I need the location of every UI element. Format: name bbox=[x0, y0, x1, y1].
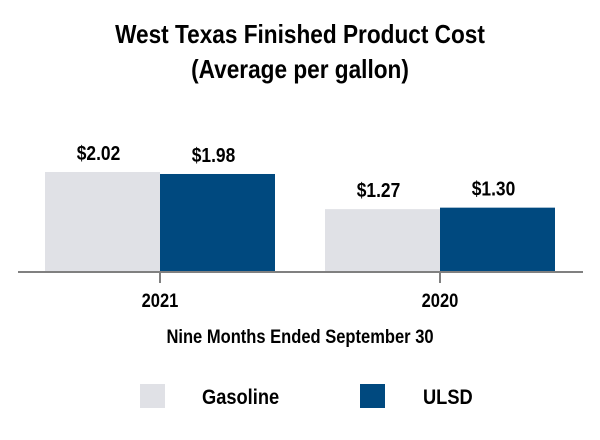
legend-label-gasoline: Gasoline bbox=[202, 386, 279, 409]
legend-swatch-gasoline bbox=[140, 384, 165, 408]
bar-gasoline-2020 bbox=[325, 209, 440, 272]
bar-gasoline-2021 bbox=[45, 172, 160, 272]
legend-swatch-ulsd bbox=[360, 384, 385, 408]
x-tick-label-2020: 2020 bbox=[422, 290, 459, 311]
data-label-gasoline-2020: $1.27 bbox=[357, 179, 401, 201]
chart-subtitle: (Average per gallon) bbox=[191, 56, 409, 85]
data-label-ulsd-2021: $1.98 bbox=[192, 144, 236, 166]
chart-title: West Texas Finished Product Cost bbox=[115, 21, 485, 50]
x-tick-label-2021: 2021 bbox=[142, 290, 179, 311]
bar-ulsd-2021 bbox=[160, 173, 275, 272]
legend-label-ulsd: ULSD bbox=[423, 386, 473, 409]
x-axis-label: Nine Months Ended September 30 bbox=[166, 326, 433, 347]
data-label-ulsd-2020: $1.30 bbox=[472, 178, 516, 200]
data-label-gasoline-2021: $2.02 bbox=[77, 142, 121, 164]
bar-ulsd-2020 bbox=[440, 207, 555, 272]
